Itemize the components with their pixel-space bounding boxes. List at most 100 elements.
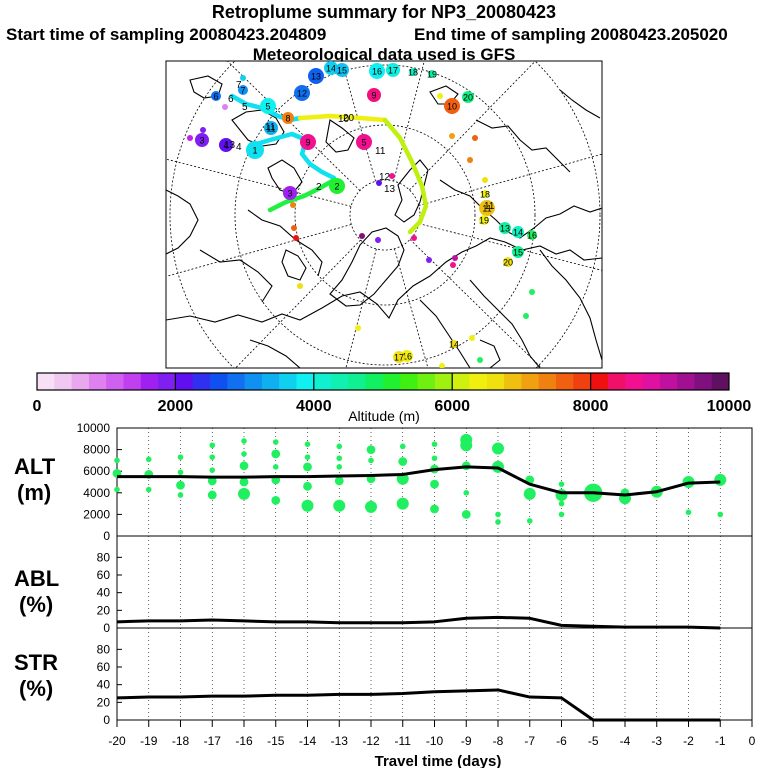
alt-bubble: [399, 443, 406, 450]
alt-bubble: [336, 443, 343, 450]
x-axis: -20 -19 -18 -17 -16 -15 -14 -13 -12 -11 -10 -9 -8 -7-…: [108, 720, 756, 748]
map-marker-label: 17: [394, 353, 404, 363]
alt-bubble: [239, 477, 249, 487]
colorbar-segment: [400, 373, 418, 390]
map-marker-label: 20: [463, 93, 473, 103]
colorbar-segment: [140, 373, 159, 390]
x-tick-label: -7: [524, 734, 535, 748]
str-ytick-label: 80: [97, 642, 111, 656]
alt-bubble: [177, 469, 184, 476]
alt-bubble: [177, 454, 184, 460]
map-path-number: 10: [338, 114, 350, 125]
map-small-marker: [291, 225, 297, 231]
colorbar: 0 2000 4000 6000 8000 10000: [33, 372, 752, 415]
map-marker-label: 14: [513, 228, 523, 238]
colorbar-segment: [54, 373, 72, 390]
map-marker-label: 3: [199, 136, 204, 146]
end-time-label: End time of sampling 20080423.205020: [414, 25, 728, 44]
colorbar-segment: [210, 373, 228, 390]
map-small-marker: [293, 235, 299, 241]
map-small-marker: [523, 313, 529, 319]
alt-ytick-label: 6000: [83, 464, 110, 478]
colorbar-segment: [123, 373, 142, 390]
str-ytick-label: 20: [97, 695, 111, 709]
path-segment-late: [382, 117, 429, 235]
map-small-marker: [375, 237, 381, 243]
map-marker-label: 17: [388, 66, 398, 76]
alt-bubble: [145, 486, 152, 493]
alt-bubble: [272, 464, 279, 470]
colorbar-tick-label: 10000: [707, 398, 752, 415]
map-marker-label: 11: [266, 124, 275, 134]
map-marker: [246, 141, 264, 159]
colorbar-segment: [158, 373, 176, 390]
alt-bubble: [430, 504, 439, 514]
colorbar-segment: [279, 373, 297, 390]
alt-bubble: [526, 518, 533, 524]
colorbar-segment: [365, 373, 384, 390]
x-tick-label: -9: [461, 734, 472, 748]
map-marker: [444, 98, 460, 114]
map-marker: [219, 138, 233, 152]
path-segment-mid: [297, 113, 388, 123]
map-small-marker: [411, 235, 417, 241]
abl-series-line: [116, 615, 721, 630]
alt-bubble: [145, 456, 152, 463]
x-tick-label: 0: [749, 734, 756, 748]
map-marker-label: 15: [337, 66, 347, 76]
colorbar-segment: [711, 373, 730, 390]
map-marker: [264, 121, 278, 135]
map-marker-label: 16: [402, 352, 412, 362]
map-small-marker: [477, 357, 483, 363]
alt-bubble: [461, 510, 471, 519]
str-ytick-label: 0: [103, 713, 110, 727]
alt-bubble: [523, 487, 536, 500]
page-title: Retroplume summary for NP3_20080423: [211, 2, 557, 22]
x-tick-label: -15: [267, 734, 285, 748]
alt-bubble: [304, 454, 311, 460]
alt-bubble: [492, 442, 504, 455]
colorbar-tick-label: 0: [33, 398, 42, 415]
map-marker-label: 8: [285, 114, 290, 124]
map-path-number: 11: [375, 146, 386, 157]
map-small-marker: [355, 325, 361, 331]
colorbar-title: Altitude (m): [348, 408, 420, 424]
map-marker: [308, 68, 324, 84]
map-path-number: 12: [379, 172, 391, 183]
map-path-number: 4: [236, 142, 242, 153]
alt-bubble: [558, 481, 565, 487]
timeseries-panels: 0 2000 4000 6000 8000 10000 0 20 40 60 80 0 20 40 60 80…: [77, 421, 756, 748]
colorbar-segment: [261, 373, 280, 390]
alt-ytick-label: 10000: [77, 421, 111, 435]
alt-bubble: [558, 511, 565, 518]
map-path-number: 5: [242, 102, 248, 113]
map-path-number: 20: [343, 113, 355, 124]
map-marker: [369, 63, 385, 79]
colorbar-segment: [417, 373, 436, 390]
map-marker: [260, 98, 276, 114]
colorbar-segment: [642, 373, 661, 390]
colorbar-segment: [192, 373, 211, 390]
x-tick-label: -12: [362, 734, 380, 748]
colorbar-segment: [659, 373, 678, 390]
map-marker-label: 5: [361, 138, 366, 148]
map-marker: [283, 186, 297, 200]
start-time-label: Start time of sampling 20080423.204809: [6, 25, 327, 44]
colorbar-segment: [227, 373, 245, 390]
map-path-number: 6: [228, 94, 234, 105]
map-marker: [479, 215, 489, 225]
str-panel-unit: (%): [19, 676, 54, 701]
map-marker: [294, 85, 310, 101]
colorbar-segment: [37, 373, 55, 390]
x-tick-label: -1: [715, 734, 726, 748]
str-ytick-label: 60: [97, 660, 111, 674]
alt-bubble: [209, 454, 216, 460]
alt-bubble: [368, 457, 374, 464]
abl-ytick-label: 0: [103, 621, 110, 635]
map-small-marker: [437, 93, 443, 99]
x-tick-label: -17: [204, 734, 222, 748]
map-small-marker: [426, 257, 432, 263]
map-small-marker: [200, 127, 206, 133]
